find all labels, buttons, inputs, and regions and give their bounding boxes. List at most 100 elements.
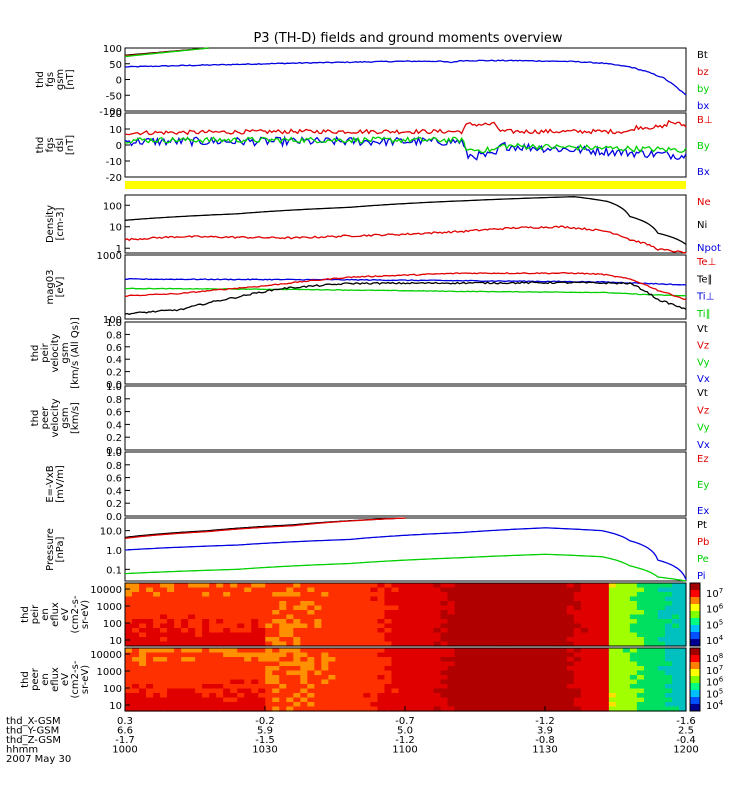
heatmap-cell bbox=[202, 614, 210, 620]
heatmap-cell bbox=[447, 666, 456, 672]
heatmap-cell bbox=[202, 666, 210, 672]
heatmap-cell bbox=[587, 628, 596, 634]
heatmap-cell bbox=[370, 670, 379, 676]
heatmap-cell bbox=[216, 619, 224, 625]
heatmap-cell bbox=[412, 693, 421, 699]
heatmap-cell bbox=[538, 592, 547, 598]
heatmap-cell bbox=[615, 637, 624, 643]
heatmap-cell bbox=[643, 702, 652, 708]
heatmap-cell bbox=[237, 679, 245, 685]
heatmap-cell bbox=[468, 688, 477, 694]
heatmap-cell bbox=[314, 679, 322, 685]
heatmap-cell bbox=[265, 605, 273, 611]
heatmap-cell bbox=[671, 623, 680, 629]
colorbar-frame bbox=[689, 582, 701, 647]
heatmap-cell bbox=[664, 697, 673, 703]
heatmap-cell bbox=[405, 670, 414, 676]
heatmap-cell bbox=[601, 684, 610, 690]
heatmap-cell bbox=[447, 657, 456, 663]
heatmap-cell bbox=[650, 605, 659, 611]
heatmap-cell bbox=[419, 702, 428, 708]
heatmap-cell bbox=[552, 697, 561, 703]
heatmap-cell bbox=[622, 648, 631, 654]
tick-label: 0.4 bbox=[106, 355, 122, 366]
heatmap-cell bbox=[328, 679, 336, 685]
heatmap-cell bbox=[237, 632, 245, 638]
heatmap-cell bbox=[580, 684, 589, 690]
heatmap-cell bbox=[307, 702, 315, 708]
heatmap-cell bbox=[678, 605, 687, 611]
heatmap-cell bbox=[139, 688, 147, 694]
heatmap-cell bbox=[251, 587, 259, 593]
heatmap-cell bbox=[391, 661, 400, 667]
heatmap-cell bbox=[321, 679, 329, 685]
heatmap-cell bbox=[384, 637, 393, 643]
heatmap-cell bbox=[468, 679, 477, 685]
heatmap-cell bbox=[517, 679, 526, 685]
heatmap-cell bbox=[671, 666, 680, 672]
heatmap-cell bbox=[279, 632, 287, 638]
heatmap-cell bbox=[223, 583, 231, 589]
heatmap-cell bbox=[377, 619, 386, 625]
heatmap-cell bbox=[293, 632, 301, 638]
heatmap-cell bbox=[244, 596, 252, 602]
axis-label: [nPa] bbox=[55, 536, 66, 562]
heatmap-cell bbox=[125, 657, 133, 663]
tick-label: 10000 bbox=[90, 585, 122, 596]
heatmap-cell bbox=[146, 666, 154, 672]
heatmap-cell bbox=[251, 637, 259, 643]
heatmap-cell bbox=[643, 684, 652, 690]
heatmap-cell bbox=[559, 587, 568, 593]
heatmap-cell bbox=[230, 623, 238, 629]
heatmap-cell bbox=[237, 684, 245, 690]
footer-time: 1200 bbox=[673, 745, 698, 756]
heatmap-cell bbox=[412, 605, 421, 611]
heatmap-cell bbox=[188, 601, 196, 607]
heatmap-cell bbox=[195, 587, 203, 593]
heatmap-cell bbox=[328, 605, 336, 611]
heatmap-cell bbox=[216, 628, 224, 634]
heatmap-cell bbox=[433, 657, 442, 663]
heatmap-cell bbox=[573, 605, 582, 611]
heatmap-cell bbox=[132, 648, 140, 654]
heatmap-cell bbox=[608, 619, 617, 625]
heatmap-cell bbox=[384, 596, 393, 602]
heatmap-cell bbox=[503, 675, 512, 681]
heatmap-cell bbox=[279, 596, 287, 602]
heatmap-cell bbox=[174, 619, 182, 625]
heatmap-cell bbox=[230, 587, 238, 593]
panel-10: thd peer en eflux eV (cm2-s-sr-eV)10000100010… bbox=[20, 647, 724, 712]
heatmap-cell bbox=[237, 652, 245, 658]
heatmap-cell bbox=[342, 601, 350, 607]
heatmap-cell bbox=[209, 652, 217, 658]
heatmap-cell bbox=[335, 702, 343, 708]
heatmap-cell bbox=[209, 596, 217, 602]
heatmap-cell bbox=[643, 614, 652, 620]
heatmap-cell bbox=[503, 632, 512, 638]
heatmap-cell bbox=[356, 684, 365, 690]
heatmap-cell bbox=[475, 706, 484, 712]
heatmap-cell bbox=[440, 601, 449, 607]
heatmap-cell bbox=[153, 592, 161, 598]
footer-value: -1.7 bbox=[115, 735, 135, 746]
heatmap-cell bbox=[272, 697, 280, 703]
heatmap-cell bbox=[363, 587, 372, 593]
heatmap-cell bbox=[601, 610, 610, 616]
heatmap-cell bbox=[265, 583, 273, 589]
legend-entry: Vt bbox=[697, 324, 708, 335]
heatmap-cell bbox=[440, 610, 449, 616]
heatmap-cell bbox=[580, 688, 589, 694]
heatmap-cell bbox=[412, 697, 421, 703]
heatmap-cell bbox=[440, 632, 449, 638]
heatmap-cell bbox=[230, 675, 238, 681]
heatmap-cell bbox=[608, 628, 617, 634]
heatmap-cell bbox=[370, 596, 379, 602]
heatmap-cell bbox=[426, 619, 435, 625]
heatmap-cell bbox=[601, 652, 610, 658]
heatmap-cell bbox=[482, 592, 491, 598]
heatmap-cell bbox=[384, 688, 393, 694]
heatmap-cell bbox=[657, 648, 666, 654]
heatmap-cell bbox=[195, 623, 203, 629]
heatmap-cell bbox=[426, 601, 435, 607]
heatmap-cell bbox=[230, 596, 238, 602]
